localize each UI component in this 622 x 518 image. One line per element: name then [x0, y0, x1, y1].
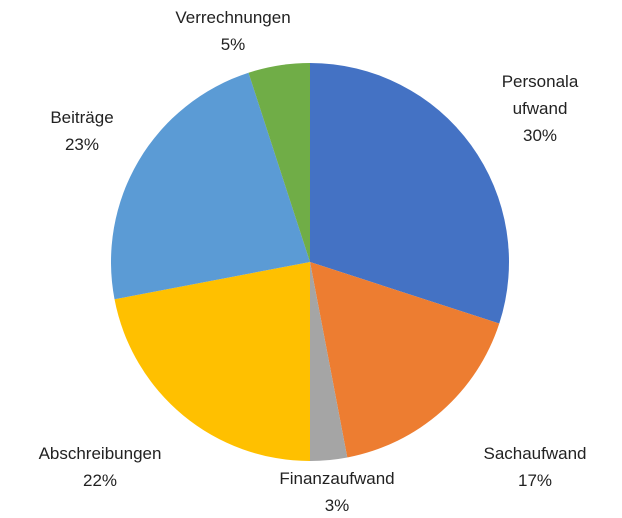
- category-label: Finanzaufwand: [279, 469, 395, 488]
- pie-slice: [310, 63, 509, 324]
- value-label: 22%: [82, 471, 118, 490]
- category-label: Personalaufwand: [501, 72, 579, 118]
- category-label: Abschreibungen: [38, 444, 162, 463]
- slice-label: Finanzaufwand 3%: [279, 465, 394, 518]
- pie-slice: [114, 262, 310, 461]
- pie-slice: [310, 262, 500, 458]
- slice-label: Verrechnungen 5%: [175, 4, 290, 58]
- value-label: 23%: [64, 135, 100, 154]
- value-label: 30%: [522, 126, 558, 145]
- value-label: 5%: [220, 35, 246, 54]
- pie-slice: [310, 262, 348, 461]
- slice-label: Sachaufwand 17%: [483, 440, 586, 494]
- slice-label: Beiträge 23%: [50, 104, 113, 158]
- value-label: 17%: [517, 471, 553, 490]
- category-label: Sachaufwand: [483, 444, 587, 463]
- value-label: 3%: [324, 496, 350, 515]
- slice-label: Personalaufwand 30%: [498, 68, 582, 149]
- pie-slice: [248, 63, 310, 262]
- pie-slice: [110, 72, 310, 300]
- category-label: Beiträge: [50, 108, 114, 127]
- category-label: Verrechnungen: [175, 8, 291, 27]
- slice-label: Abschreibungen 22%: [39, 440, 162, 494]
